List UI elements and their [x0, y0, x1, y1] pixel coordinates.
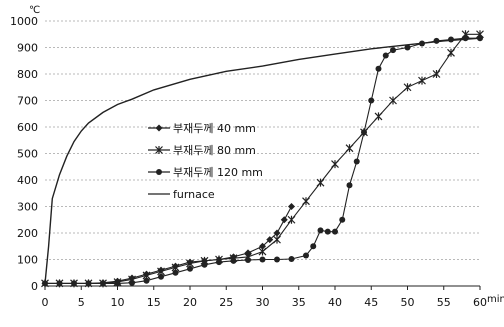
data-point-cross: [332, 160, 339, 168]
legend-entry: 부재두께 80 mm: [148, 144, 256, 157]
x-tick-label: 30: [256, 296, 270, 309]
data-point-cross: [419, 77, 426, 85]
data-point-cross: [404, 83, 411, 91]
data-point-circle: [376, 66, 382, 72]
x-tick-label: 5: [78, 296, 85, 309]
data-point-cross: [288, 216, 295, 224]
data-point-circle: [383, 52, 389, 58]
y-axis-unit-label: ℃: [29, 5, 40, 16]
y-tick-label: 0: [31, 280, 38, 293]
data-point-circle: [332, 229, 338, 235]
data-point-circle: [202, 262, 208, 268]
y-tick-label: 700: [17, 95, 38, 108]
data-point-circle: [187, 266, 193, 272]
x-tick-label: 50: [401, 296, 415, 309]
data-point-circle: [156, 169, 162, 175]
series-2: [42, 30, 484, 287]
y-tick-label: 1000: [10, 15, 38, 28]
data-point-circle: [347, 182, 353, 188]
data-point-circle: [100, 280, 106, 286]
x-tick-label: 35: [292, 296, 306, 309]
legend-label: 부재두께 120 mm: [173, 166, 263, 179]
y-tick-label: 900: [17, 42, 38, 55]
data-point-circle: [354, 158, 360, 164]
x-tick-label: 55: [437, 296, 451, 309]
y-tick-label: 800: [17, 68, 38, 81]
y-tick-label: 100: [17, 254, 38, 267]
x-tick-label: 10: [111, 296, 125, 309]
y-tick-label: 500: [17, 148, 38, 161]
data-point-circle: [129, 280, 135, 286]
data-point-circle: [325, 229, 331, 235]
data-point-circle: [463, 35, 469, 41]
y-tick-label: 200: [17, 227, 38, 240]
data-point-cross: [317, 179, 324, 187]
data-point-circle: [115, 280, 121, 286]
data-point-circle: [216, 259, 222, 265]
data-point-circle: [71, 280, 77, 286]
legend-entry: 부재두께 40 mm: [148, 122, 256, 135]
legend-label: furnace: [173, 188, 215, 201]
data-point-cross: [259, 248, 266, 256]
data-point-circle: [245, 257, 251, 263]
x-tick-label: 60: [473, 296, 487, 309]
data-point-circle: [339, 217, 345, 223]
data-point-cross: [274, 236, 281, 244]
data-point-cross: [448, 49, 455, 57]
data-point-circle: [390, 47, 396, 53]
x-tick-label: 25: [219, 296, 233, 309]
x-tick-label: 45: [364, 296, 378, 309]
data-point-diamond: [281, 216, 288, 223]
x-tick-label: 15: [147, 296, 161, 309]
legend: 부재두께 40 mm 부재두께 80 mm 부재두께 120 mm furnace: [148, 122, 263, 201]
legend-entry: 부재두께 120 mm: [148, 166, 263, 179]
data-point-circle: [173, 270, 179, 276]
y-tick-label: 600: [17, 121, 38, 134]
x-tick-label: 40: [328, 296, 342, 309]
data-point-circle: [158, 274, 164, 280]
y-tick-label: 300: [17, 201, 38, 214]
axes: 0 100 200 300 400 500 600 700 800 900 1000 0 5 10 15 20…: [10, 15, 487, 309]
data-point-circle: [86, 280, 92, 286]
data-point-diamond: [288, 203, 295, 210]
data-point-circle: [310, 243, 316, 249]
series-lines: [42, 30, 484, 287]
y-tick-label: 400: [17, 174, 38, 187]
data-point-circle: [303, 253, 309, 259]
x-axis-unit-label: min: [487, 294, 504, 305]
grid-lines: [45, 21, 480, 260]
data-point-circle: [318, 227, 324, 233]
legend-label: 부재두께 40 mm: [173, 122, 256, 135]
legend-entry: furnace: [148, 188, 215, 201]
data-point-cross: [303, 197, 310, 205]
legend-label: 부재두께 80 mm: [173, 144, 256, 157]
data-point-diamond: [156, 125, 163, 132]
data-point-cross: [346, 144, 353, 152]
data-point-circle: [289, 256, 295, 262]
data-point-circle: [274, 257, 280, 263]
x-tick-label: 0: [42, 296, 49, 309]
data-point-circle: [260, 257, 266, 263]
data-point-circle: [361, 129, 367, 135]
series-line: [45, 207, 292, 284]
data-point-circle: [144, 278, 150, 284]
x-tick-label: 20: [183, 296, 197, 309]
data-point-circle: [368, 98, 374, 104]
data-point-circle: [57, 280, 63, 286]
data-point-cross: [375, 112, 382, 120]
data-point-circle: [231, 258, 237, 264]
